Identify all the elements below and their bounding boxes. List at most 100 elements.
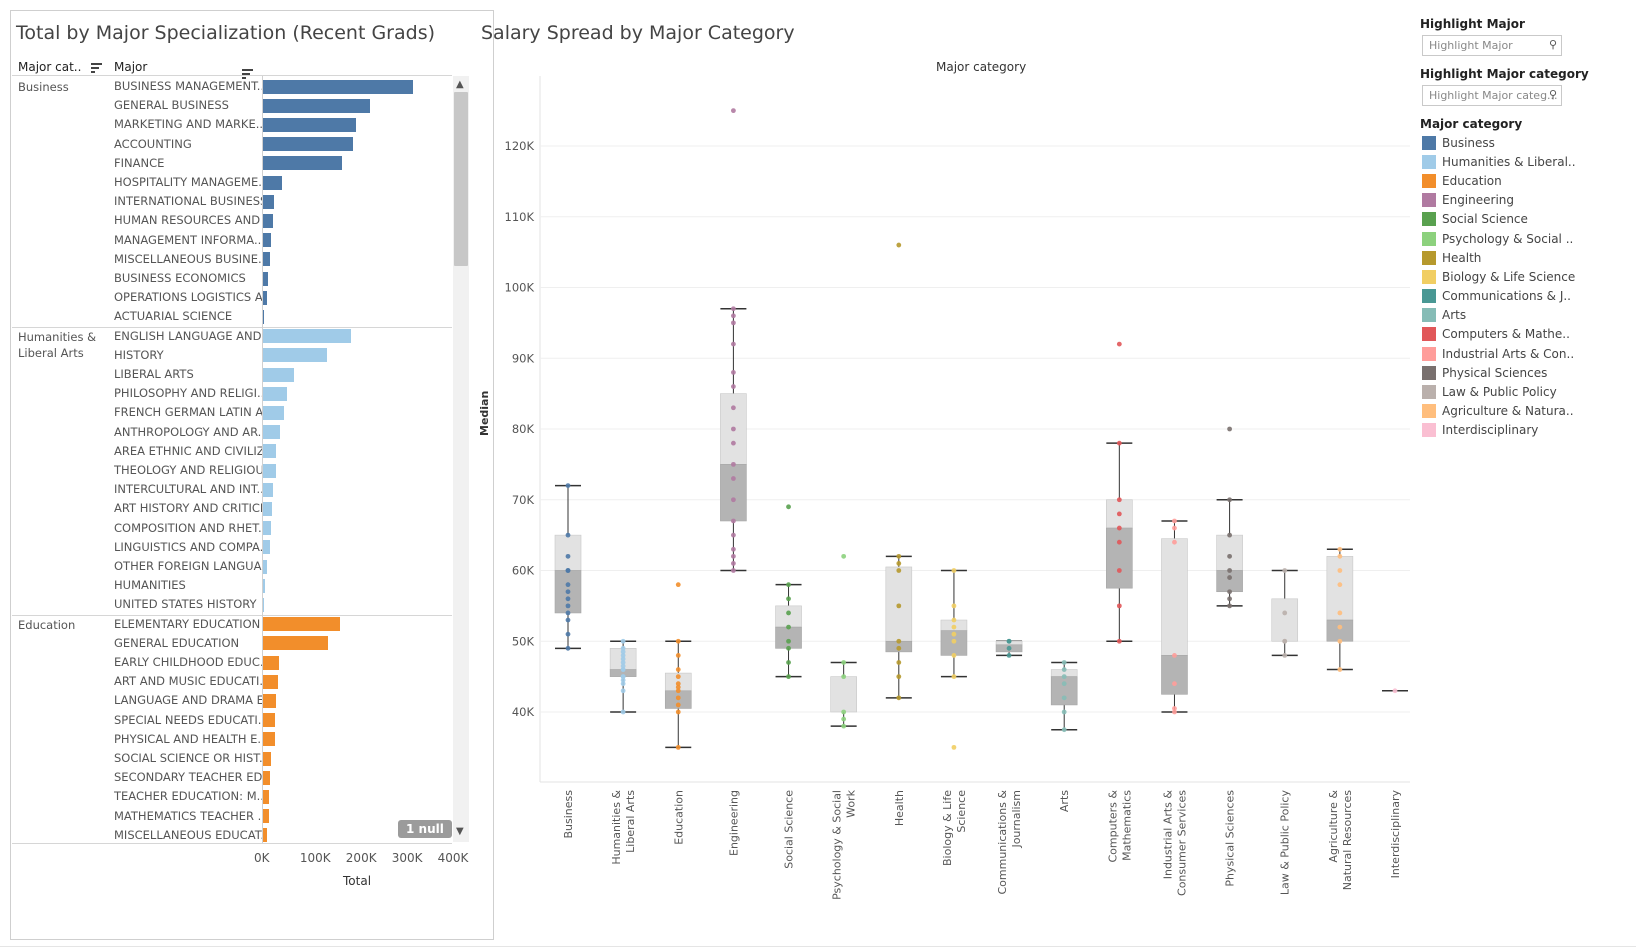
bar[interactable]: [262, 367, 295, 382]
major-label[interactable]: HUMANITIES: [114, 578, 186, 593]
major-label[interactable]: MISCELLANEOUS BUSINE..: [114, 251, 264, 266]
major-label[interactable]: OPERATIONS LOGISTICS A..: [114, 290, 264, 305]
bar[interactable]: [262, 214, 274, 228]
bar[interactable]: [262, 156, 343, 171]
bar[interactable]: [262, 578, 266, 593]
major-label[interactable]: HISTORY: [114, 347, 164, 362]
major-label[interactable]: MISCELLANEOUS EDUCAT..: [114, 827, 264, 842]
legend-item[interactable]: Arts: [1422, 306, 1567, 325]
bar[interactable]: [262, 233, 271, 248]
bar[interactable]: [262, 98, 370, 113]
major-label[interactable]: ART AND MUSIC EDUCATI..: [114, 674, 264, 689]
major-label[interactable]: THEOLOGY AND RELIGIOU..: [114, 463, 264, 477]
major-label[interactable]: MARKETING AND MARKE..: [114, 117, 264, 132]
bar[interactable]: [262, 290, 268, 305]
bar[interactable]: [262, 444, 277, 459]
major-label[interactable]: COMPOSITION AND RHET..: [114, 520, 264, 535]
major-label[interactable]: ELEMENTARY EDUCATION: [114, 616, 261, 631]
highlight-major-input[interactable]: Highlight Major ⚲: [1422, 35, 1562, 56]
bar[interactable]: [262, 194, 274, 209]
bar[interactable]: [262, 828, 267, 843]
bar[interactable]: [262, 386, 288, 401]
bar[interactable]: [262, 732, 275, 747]
bar[interactable]: [262, 790, 269, 804]
scroll-up-arrow-icon[interactable]: ▲: [456, 79, 464, 90]
major-label[interactable]: MANAGEMENT INFORMA..: [114, 232, 262, 247]
major-label[interactable]: ACTUARIAL SCIENCE: [114, 309, 233, 324]
bar[interactable]: [262, 348, 328, 363]
major-label[interactable]: OTHER FOREIGN LANGUA..: [114, 559, 264, 573]
bar[interactable]: [262, 598, 264, 612]
bar[interactable]: [262, 521, 271, 536]
bar[interactable]: [262, 329, 352, 344]
major-label[interactable]: ANTHROPOLOGY AND AR..: [114, 424, 264, 439]
bar[interactable]: [262, 770, 270, 785]
major-label[interactable]: AREA ETHNIC AND CIVILIZ..: [114, 443, 264, 458]
major-label[interactable]: FRENCH GERMAN LATIN A..: [114, 405, 264, 420]
category-column-header[interactable]: Major cat..: [18, 60, 103, 74]
major-label[interactable]: PHYSICAL AND HEALTH E..: [114, 731, 264, 746]
bar[interactable]: [262, 310, 264, 324]
legend-item[interactable]: Communications & J..: [1422, 287, 1571, 306]
major-label[interactable]: SECONDARY TEACHER ED..: [114, 770, 264, 785]
legend-item[interactable]: Industrial Arts & Con..: [1422, 344, 1574, 363]
bar[interactable]: [262, 502, 272, 516]
bar[interactable]: [262, 79, 414, 94]
major-label[interactable]: MATHEMATICS TEACHER ..: [114, 808, 264, 823]
major-label[interactable]: HUMAN RESOURCES AND ..: [114, 213, 264, 228]
major-label[interactable]: TEACHER EDUCATION: M..: [114, 789, 264, 804]
legend-item[interactable]: Business: [1422, 133, 1567, 152]
bar[interactable]: [262, 271, 269, 286]
bar[interactable]: [262, 175, 283, 190]
major-label[interactable]: LIBERAL ARTS: [114, 367, 194, 381]
bar[interactable]: [262, 559, 268, 574]
bar[interactable]: [262, 674, 278, 689]
bar[interactable]: [262, 482, 274, 497]
null-indicator-badge[interactable]: 1 null: [398, 820, 452, 838]
scroll-down-arrow-icon[interactable]: ▼: [456, 826, 464, 837]
bar[interactable]: [262, 463, 276, 478]
major-label[interactable]: ENGLISH LANGUAGE AND ..: [114, 328, 264, 343]
bar[interactable]: [262, 406, 285, 420]
sort-icon[interactable]: [242, 69, 253, 79]
major-label[interactable]: ACCOUNTING: [114, 136, 192, 151]
bar[interactable]: [262, 252, 271, 267]
highlight-category-input[interactable]: Highlight Major categ... ⚲: [1422, 85, 1562, 106]
major-label[interactable]: UNITED STATES HISTORY: [114, 597, 257, 612]
legend-item[interactable]: Agriculture & Natura..: [1422, 402, 1574, 421]
major-label[interactable]: BUSINESS ECONOMICS: [114, 271, 246, 285]
bar[interactable]: [262, 636, 328, 651]
bar[interactable]: [262, 425, 280, 440]
vertical-scrollbar[interactable]: ▲ ▼: [453, 76, 469, 842]
major-label[interactable]: GENERAL EDUCATION: [114, 635, 240, 650]
major-label[interactable]: GENERAL BUSINESS: [114, 98, 229, 113]
legend-item[interactable]: Psychology & Social ..: [1422, 229, 1573, 248]
bar[interactable]: [262, 617, 341, 632]
bar[interactable]: [262, 694, 276, 708]
major-label[interactable]: HOSPITALITY MANAGEME..: [114, 175, 264, 189]
legend-item[interactable]: Health: [1422, 248, 1567, 267]
major-label[interactable]: INTERNATIONAL BUSINESS: [114, 194, 264, 209]
major-label[interactable]: BUSINESS MANAGEMENT...: [114, 79, 264, 93]
bar[interactable]: [262, 118, 357, 132]
bar[interactable]: [262, 809, 269, 824]
bar[interactable]: [262, 713, 276, 728]
major-label[interactable]: SPECIAL NEEDS EDUCATI..: [114, 712, 264, 727]
legend-item[interactable]: Education: [1422, 171, 1567, 190]
major-label[interactable]: LANGUAGE AND DRAMA E..: [114, 693, 264, 708]
legend-item[interactable]: Engineering: [1422, 191, 1567, 210]
legend-item[interactable]: Biology & Life Science: [1422, 267, 1575, 286]
major-label[interactable]: PHILOSOPHY AND RELIGI..: [114, 386, 264, 401]
legend-item[interactable]: Social Science: [1422, 210, 1567, 229]
major-label[interactable]: SOCIAL SCIENCE OR HIST..: [114, 751, 264, 765]
bar[interactable]: [262, 655, 280, 670]
major-label[interactable]: EARLY CHILDHOOD EDUC..: [114, 655, 264, 669]
major-label[interactable]: INTERCULTURAL AND INT..: [114, 482, 264, 497]
sort-icon[interactable]: [91, 63, 103, 73]
legend-item[interactable]: Physical Sciences: [1422, 363, 1567, 382]
legend-item[interactable]: Humanities & Liberal..: [1422, 152, 1576, 171]
legend-item[interactable]: Computers & Mathe..: [1422, 325, 1570, 344]
bar[interactable]: [262, 751, 272, 766]
bar[interactable]: [262, 137, 354, 152]
major-column-header[interactable]: Major: [114, 60, 147, 74]
